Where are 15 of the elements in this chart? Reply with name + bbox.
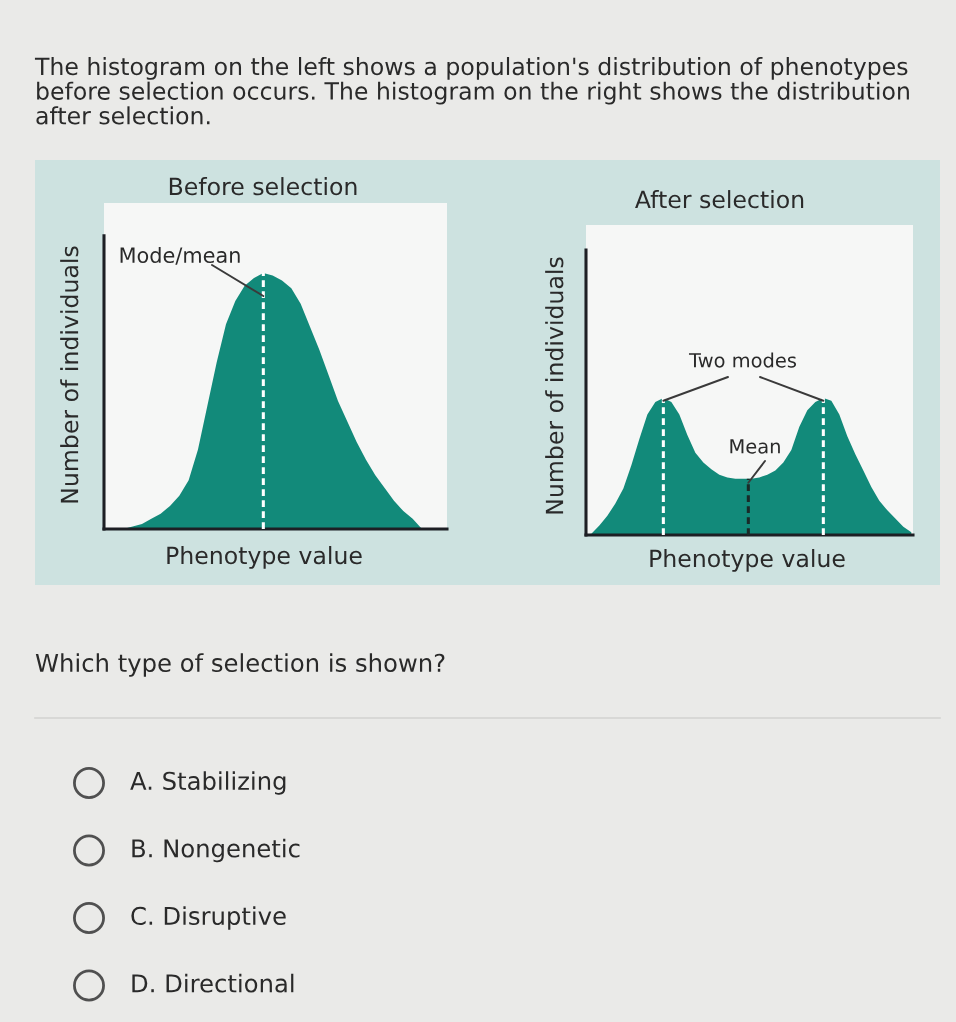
y-axis-title: Number of individuals [545,257,564,514]
text: Mode/mean [120,246,240,265]
x-axis-title: Phenotype value [650,549,845,572]
text: C. Disruptive [131,906,286,930]
text: Two modes [688,352,797,368]
text: The histogram on the left shows a population's distribution of phenotypes before selection occurs. The histogram on the right shows the distribution after selection. [34,57,909,125]
chart-title: Before selection [169,177,357,196]
y-axis-title: Number of individuals [60,246,79,503]
text: Which type of selection is shown? [35,653,445,677]
text: A. Stabilizing [130,771,286,795]
chart-title: After selection [635,190,804,209]
text: B. Nongenetic [132,838,300,863]
x-axis-title: Phenotype value [167,546,362,569]
annotation: Mean [730,439,780,454]
text: D. Directional [132,973,294,993]
